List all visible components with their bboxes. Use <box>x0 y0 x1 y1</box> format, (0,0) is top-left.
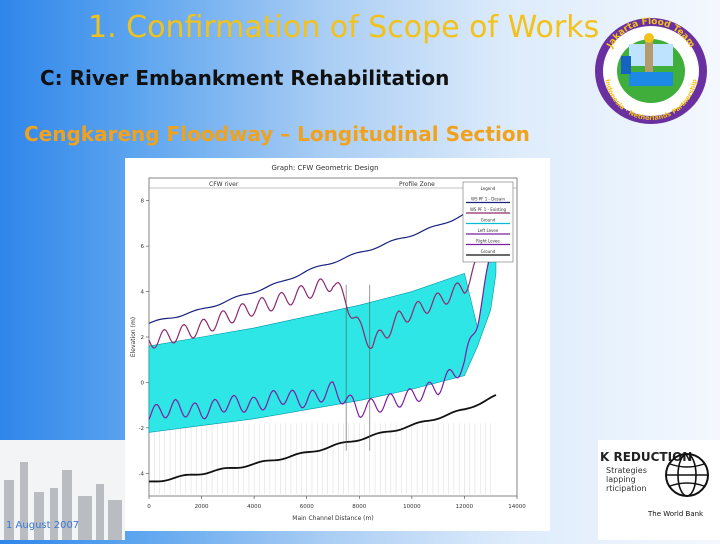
world-bank-heading: K REDUCTION <box>600 450 693 464</box>
legend-entry: Ground <box>481 249 496 254</box>
x-tick-label: 0 <box>147 504 151 510</box>
slide-subtitle: C: River Embankment Rehabilitation <box>40 66 450 90</box>
city-skyline-panel <box>0 440 125 540</box>
y-tick-label: 8 <box>141 199 145 205</box>
chart-panel: Graph: CFW Geometric Design CFW river Prof… <box>125 158 550 531</box>
series-line <box>148 394 497 483</box>
legend-entry: WS PF 1 - Existing <box>470 207 507 212</box>
world-bank-panel: K REDUCTION Strategies lapping rticipati… <box>598 440 720 540</box>
world-bank-line: lapping <box>606 475 636 484</box>
y-tick-label: 0 <box>141 380 145 386</box>
y-tick-label: 2 <box>141 335 145 341</box>
x-tick-label: 4000 <box>247 504 261 510</box>
y-tick-label: -4 <box>139 471 145 477</box>
legend-entry: Left Levee <box>478 228 499 233</box>
legend-entry: WS PF 1 - Desain <box>471 197 505 202</box>
legend-box <box>462 181 514 263</box>
jakarta-flood-team-logo: Jakarta Flood Team Indonesia · Netherlan… <box>595 17 707 124</box>
section-heading: Cengkareng Floodway – Longitudinal Secti… <box>24 122 530 146</box>
x-tick-label: 14000 <box>508 504 526 510</box>
world-bank-globe-icon <box>665 453 709 497</box>
header-segment-label: Profile Zone <box>399 181 435 188</box>
series-line <box>148 197 497 349</box>
series-line <box>148 194 497 324</box>
levee-band <box>148 218 497 433</box>
world-bank-line: rticipation <box>606 484 647 493</box>
header-segment-label: CFW river <box>209 181 239 188</box>
x-axis-label: Main Channel Distance (m) <box>292 515 373 522</box>
world-bank-lines: Strategies lapping rticipation <box>606 466 647 493</box>
legend-entry: Right Levee <box>476 239 500 244</box>
x-tick-label: 10000 <box>403 504 421 510</box>
y-tick-label: 6 <box>141 244 145 250</box>
slide-date: 1 August 2007 <box>6 520 80 531</box>
slide-title: 1. Confirmation of Scope of Works <box>88 10 600 45</box>
longitudinal-section-chart: Graph: CFW Geometric Design CFW river Prof… <box>130 164 526 522</box>
city-skyline-icon <box>4 462 122 540</box>
series-line <box>148 244 497 420</box>
legend-entry: Legend <box>481 186 496 191</box>
chart-title: Graph: CFW Geometric Design <box>271 164 378 172</box>
world-bank-label: The World Bank <box>648 510 704 518</box>
x-tick-label: 6000 <box>300 504 314 510</box>
x-tick-label: 2000 <box>195 504 209 510</box>
x-tick-label: 12000 <box>456 504 474 510</box>
x-tick-label: 8000 <box>352 504 366 510</box>
legend-entry: Ground <box>481 218 496 223</box>
y-tick-label: 4 <box>141 290 145 296</box>
y-axis-label: Elevation (m) <box>130 317 137 357</box>
world-bank-line: Strategies <box>606 466 647 475</box>
y-tick-label: -2 <box>139 426 144 432</box>
